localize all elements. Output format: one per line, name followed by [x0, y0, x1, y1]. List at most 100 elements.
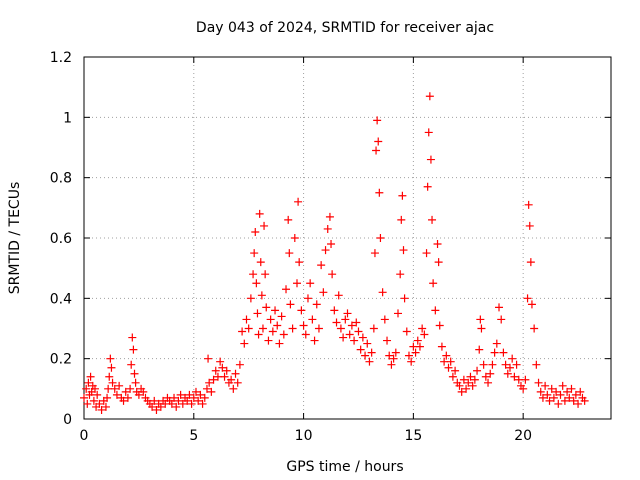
data-point [378, 288, 387, 297]
data-point [139, 387, 148, 396]
data-point [420, 330, 429, 339]
data-point [191, 387, 200, 396]
data-point [370, 249, 379, 258]
data-point [174, 396, 183, 405]
data-point [284, 215, 293, 224]
data-point [170, 393, 179, 402]
data-point [233, 378, 242, 387]
data-point [275, 339, 284, 348]
data-point [246, 294, 255, 303]
data-point [398, 191, 407, 200]
data-point [127, 360, 136, 369]
data-point [238, 327, 247, 336]
data-point [543, 390, 552, 399]
data-point [222, 366, 231, 375]
data-point [290, 234, 299, 242]
data-point [178, 399, 187, 408]
data-point [363, 339, 372, 348]
data-point [148, 402, 157, 411]
data-point [268, 327, 277, 336]
data-point [569, 396, 578, 405]
data-point [128, 333, 137, 342]
data-point [422, 249, 431, 258]
data-point [365, 357, 374, 366]
data-point [216, 357, 225, 366]
data-point [308, 315, 317, 324]
data-point [286, 300, 295, 309]
x-tick-label: 10 [295, 428, 313, 444]
data-point [426, 155, 435, 164]
data-point [80, 393, 88, 402]
chart-title: Day 043 of 2024, SRMTID for receiver aja… [196, 20, 494, 36]
data-point [534, 378, 543, 387]
data-point [254, 330, 263, 339]
data-point [187, 399, 196, 408]
data-point [497, 315, 506, 324]
data-point [457, 387, 466, 396]
data-point [321, 246, 330, 255]
data-point [231, 369, 240, 378]
data-point [510, 372, 519, 381]
data-point [576, 387, 585, 396]
data-point [250, 249, 259, 258]
data-points [80, 92, 589, 414]
data-point [563, 387, 572, 396]
data-point [150, 396, 159, 405]
data-point [176, 390, 185, 399]
data-point [244, 324, 253, 333]
data-point [198, 399, 207, 408]
data-point [402, 327, 411, 336]
data-point [404, 351, 413, 360]
data-point [97, 405, 106, 414]
data-point [297, 306, 306, 315]
data-point [495, 303, 504, 312]
data-point [107, 363, 116, 372]
data-point [512, 360, 521, 369]
data-point [536, 387, 545, 396]
data-point [468, 381, 477, 390]
data-point [95, 399, 104, 408]
data-point [479, 360, 488, 369]
data-point [262, 303, 271, 312]
data-point [380, 315, 389, 324]
x-axis-label: GPS time / hours [286, 459, 403, 475]
data-point [167, 399, 176, 408]
data-point [423, 182, 432, 191]
data-point [490, 348, 499, 357]
data-point [475, 345, 484, 354]
data-point [332, 318, 341, 327]
data-point [477, 324, 486, 333]
data-point [194, 396, 203, 405]
data-point [484, 378, 493, 387]
data-point [292, 279, 301, 288]
data-point [424, 128, 433, 137]
data-point [350, 336, 359, 345]
data-point [258, 324, 267, 333]
data-point [418, 324, 427, 333]
data-point [560, 396, 569, 405]
data-point [256, 258, 265, 267]
data-point [501, 360, 510, 369]
data-point [202, 384, 211, 393]
y-tick-label: 0.2 [50, 352, 72, 368]
data-point [547, 384, 556, 393]
data-point [530, 324, 539, 333]
data-point [476, 315, 485, 324]
data-point [552, 387, 561, 396]
data-point [492, 339, 501, 348]
data-point [242, 315, 251, 324]
data-point [101, 402, 110, 411]
data-point [525, 221, 534, 230]
data-point [488, 360, 497, 369]
data-point [303, 294, 312, 303]
data-point [121, 387, 130, 396]
data-point [519, 384, 528, 393]
data-point [105, 372, 114, 381]
data-point [444, 363, 453, 372]
data-point [428, 215, 437, 224]
data-point [264, 336, 273, 345]
data-point [235, 360, 244, 369]
data-point [103, 393, 112, 402]
data-point [312, 300, 321, 309]
data-point [389, 354, 398, 363]
